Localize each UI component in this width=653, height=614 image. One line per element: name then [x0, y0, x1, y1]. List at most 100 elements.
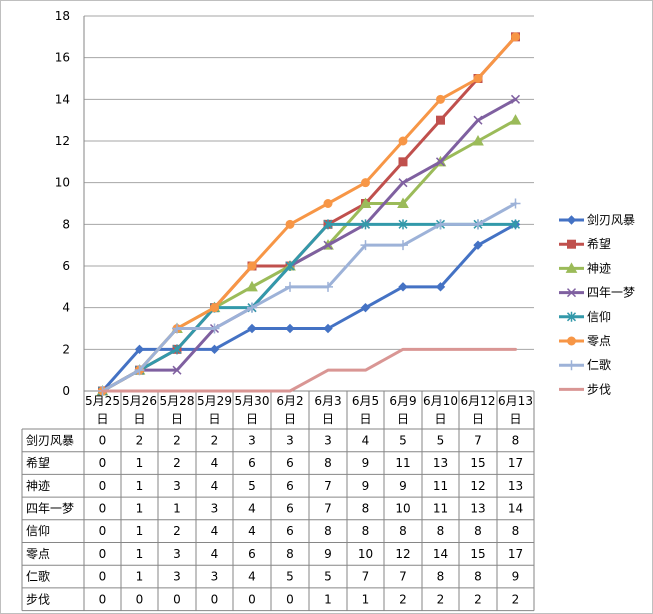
table-cell: 8	[324, 524, 332, 538]
table-cell: 3	[211, 501, 219, 515]
table-cell: 2	[211, 433, 219, 447]
table-cell: 0	[99, 501, 107, 515]
data-point	[172, 344, 182, 355]
legend-entry: 希望	[587, 236, 611, 251]
x-tick-label: 5月29	[197, 394, 232, 408]
table-cell: 4	[211, 547, 219, 561]
x-tick-label: 6月3	[314, 394, 341, 408]
table-cell: 5	[248, 479, 256, 493]
data-point	[567, 239, 576, 249]
x-tick-label-suffix: 日	[359, 412, 371, 426]
data-point	[323, 240, 333, 250]
legend-entry: 零点	[587, 334, 611, 348]
data-point	[360, 240, 371, 251]
data-point	[398, 136, 408, 146]
table-cell: 0	[173, 592, 181, 606]
table-cell: 15	[470, 547, 485, 561]
table-cell: 4	[211, 479, 219, 493]
table-cell: 12	[470, 479, 485, 493]
data-point	[323, 281, 333, 292]
table-cell: 1	[136, 479, 144, 493]
series-line	[101, 202, 517, 393]
data-point	[172, 323, 182, 334]
table-cell: 0	[99, 547, 107, 561]
series-line	[101, 35, 517, 393]
table-cell: 4	[362, 433, 370, 447]
table-cell: 2	[173, 433, 181, 447]
table-cell: 1	[173, 501, 181, 515]
data-point	[511, 32, 520, 42]
data-point	[566, 288, 577, 298]
x-tick-label: 5月28	[160, 394, 195, 408]
data-point	[246, 280, 258, 292]
table-cell: 5	[324, 570, 332, 584]
legend-entry: 信仰	[587, 309, 611, 324]
table-cell: 8	[362, 524, 370, 538]
x-tick-label: 5月25	[85, 394, 120, 408]
data-point	[436, 115, 445, 125]
table-cell: 1	[324, 592, 332, 606]
table-cell: 8	[437, 570, 445, 584]
legend-entry: 四年一梦	[587, 286, 635, 300]
table-cell: 1	[136, 456, 144, 470]
table-cell: 8	[286, 547, 294, 561]
table-cell: 11	[395, 456, 410, 470]
table-cell: 4	[248, 501, 256, 515]
table-cell: 0	[99, 524, 107, 538]
table-cell: 1	[136, 547, 144, 561]
data-point	[435, 282, 446, 292]
data-point	[134, 365, 145, 376]
table-cell: 1	[136, 501, 144, 515]
table-cell: 9	[512, 570, 520, 584]
table-series-name: 希望	[26, 455, 50, 470]
table-cell: 2	[512, 592, 520, 606]
table-cell: 0	[286, 592, 294, 606]
table-cell: 2	[173, 524, 181, 538]
data-point	[566, 215, 577, 225]
data-point	[398, 240, 408, 251]
table-cell: 15	[470, 456, 485, 470]
table-cell: 6	[286, 456, 294, 470]
table-cell: 7	[324, 501, 332, 515]
data-point	[566, 311, 577, 322]
data-point	[210, 303, 219, 313]
table-cell: 9	[324, 547, 332, 561]
data-point	[359, 197, 372, 208]
legend-entry: 剑刃风暴	[587, 212, 635, 227]
table-cell: 8	[437, 524, 445, 538]
table-cell: 3	[173, 570, 181, 584]
x-tick-label-suffix: 日	[96, 412, 108, 426]
data-point	[473, 219, 483, 230]
series-line	[101, 347, 517, 393]
table-cell: 2	[136, 433, 144, 447]
table-cell: 3	[173, 547, 181, 561]
table-cell: 12	[395, 547, 410, 561]
data-point	[285, 261, 295, 271]
table-cell: 10	[358, 547, 373, 561]
data-point	[435, 219, 446, 230]
table-cell: 1	[362, 592, 370, 606]
x-tick-label: 6月13	[498, 394, 533, 408]
table-cell: 1	[136, 524, 144, 538]
table-cell: 7	[474, 433, 482, 447]
x-tick-label-suffix: 日	[171, 412, 183, 426]
table-cell: 9	[399, 479, 407, 493]
table-cell: 0	[136, 592, 144, 606]
table-cell: 8	[474, 570, 482, 584]
data-point	[566, 360, 577, 371]
y-tick-label: 0	[62, 384, 70, 398]
x-tick-label: 6月10	[423, 394, 458, 408]
table-cell: 17	[508, 547, 523, 561]
table-cell: 5	[286, 570, 294, 584]
y-tick-label: 2	[62, 342, 70, 356]
x-tick-label-suffix: 日	[434, 412, 446, 426]
table-cell: 4	[211, 456, 219, 470]
data-point	[361, 178, 370, 188]
data-point	[360, 302, 371, 313]
legend-entry: 步伐	[587, 382, 611, 396]
table-cell: 0	[248, 592, 256, 606]
table-series-name: 步伐	[26, 592, 50, 606]
data-point	[209, 344, 220, 355]
data-point	[567, 336, 576, 346]
table-cell: 5	[437, 433, 445, 447]
